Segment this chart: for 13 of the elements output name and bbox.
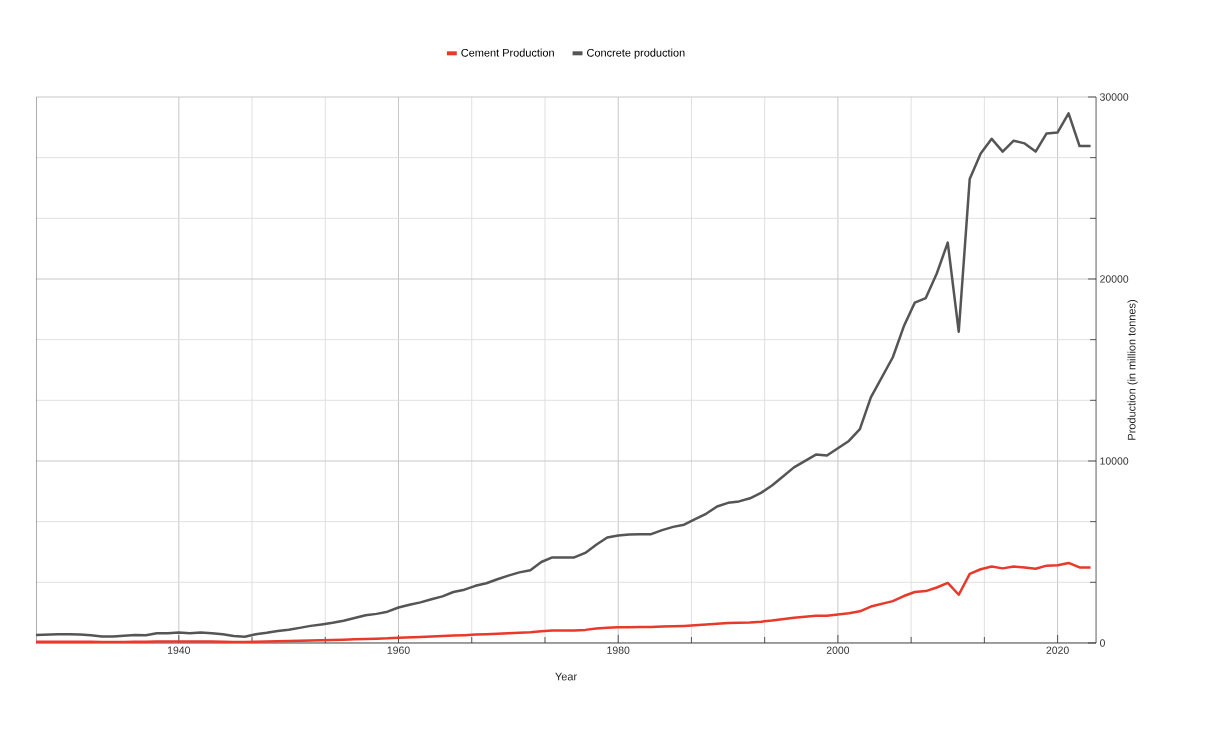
x-tick-label: 2020	[1046, 646, 1069, 654]
legend-label: Concrete production	[587, 48, 685, 59]
y-tick-label: 0	[1099, 639, 1105, 647]
x-tick-label: 1940	[167, 646, 191, 654]
x-tick-label: 1980	[607, 646, 630, 654]
y-tick-label: 10000	[1100, 457, 1129, 465]
x-tick-label: 1960	[387, 646, 410, 654]
legend-label: Cement Production	[461, 48, 554, 57]
y-axis-title: Production (in million tonnes)	[1127, 300, 1138, 440]
x-axis-title: Year	[555, 672, 577, 681]
y-tick-label: 20000	[1100, 275, 1129, 283]
x-tick-label: 2000	[826, 646, 850, 654]
y-tick-label: 30000	[1099, 93, 1129, 101]
